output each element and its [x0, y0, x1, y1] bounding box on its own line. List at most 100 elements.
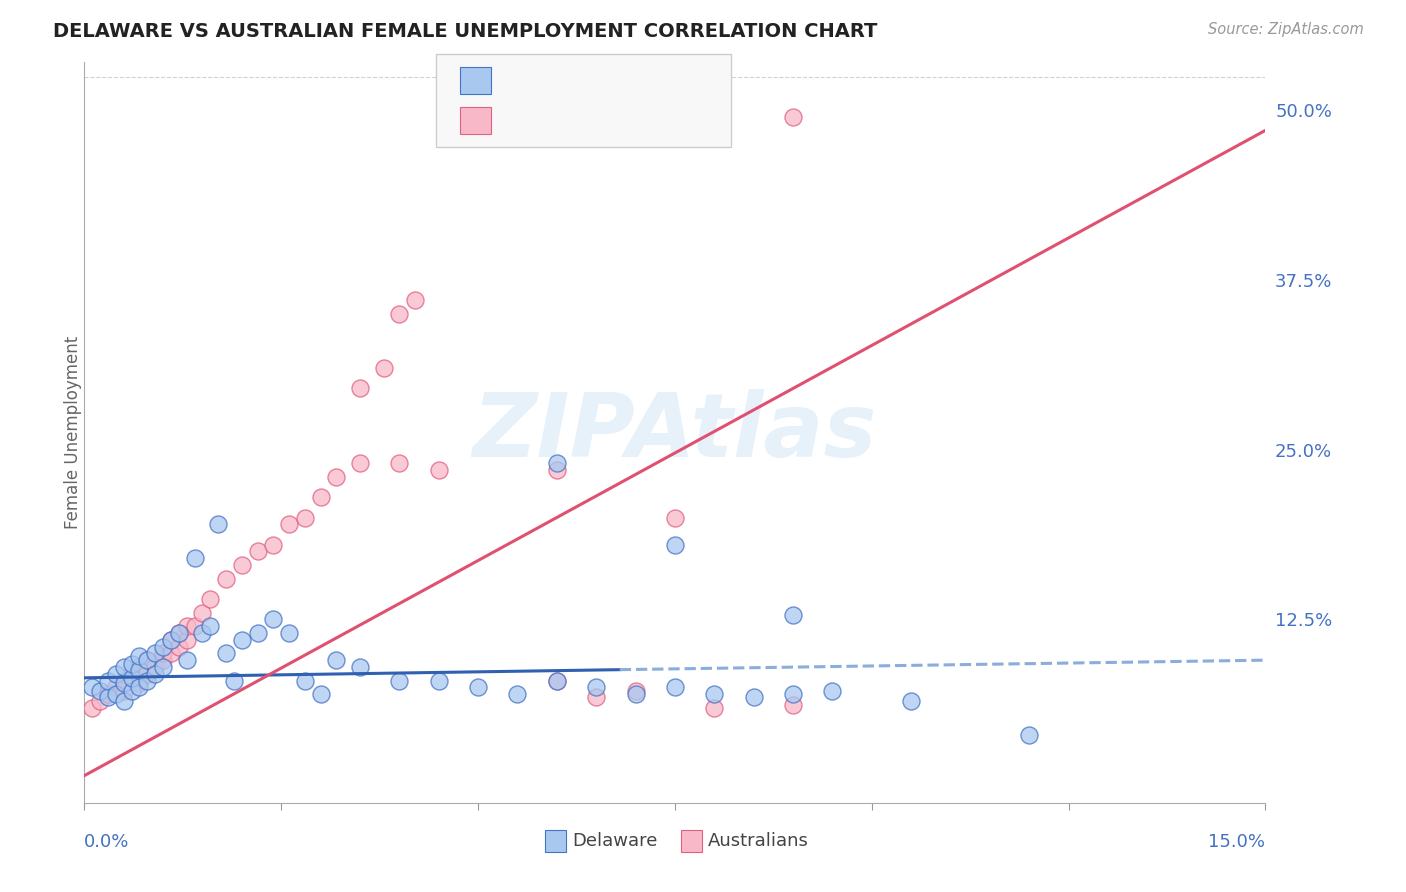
- Point: [294, 510, 316, 524]
- Point: [546, 463, 568, 477]
- Point: [112, 684, 135, 698]
- Point: [278, 626, 301, 640]
- Point: [160, 646, 183, 660]
- Text: 0.0%: 0.0%: [84, 833, 129, 851]
- Point: [585, 681, 607, 695]
- Point: [128, 681, 150, 695]
- Point: [215, 646, 238, 660]
- Point: [200, 619, 222, 633]
- Point: [89, 694, 111, 708]
- Point: [191, 626, 214, 640]
- Point: [121, 666, 143, 681]
- Point: [112, 676, 135, 690]
- Point: [112, 673, 135, 688]
- Point: [703, 700, 725, 714]
- Point: [624, 687, 647, 701]
- Point: [152, 660, 174, 674]
- Text: R =: R =: [505, 107, 550, 125]
- Point: [82, 700, 104, 714]
- Point: [136, 653, 159, 667]
- Point: [176, 632, 198, 647]
- Point: [167, 626, 190, 640]
- Point: [143, 646, 166, 660]
- Point: [782, 110, 804, 124]
- Point: [404, 293, 426, 308]
- Point: [112, 660, 135, 674]
- Point: [136, 666, 159, 681]
- Text: N =: N =: [610, 107, 662, 125]
- Point: [546, 673, 568, 688]
- Point: [546, 673, 568, 688]
- Text: R =: R =: [505, 67, 544, 85]
- Point: [373, 361, 395, 376]
- Point: [325, 469, 347, 483]
- Point: [246, 626, 269, 640]
- Point: [664, 538, 686, 552]
- Point: [136, 673, 159, 688]
- Point: [222, 673, 245, 688]
- Point: [624, 684, 647, 698]
- Point: [160, 632, 183, 647]
- Point: [506, 687, 529, 701]
- Point: [388, 307, 411, 321]
- Point: [467, 681, 489, 695]
- Point: [742, 690, 765, 704]
- Point: [121, 684, 143, 698]
- Text: ZIPAtlas: ZIPAtlas: [472, 389, 877, 476]
- Text: 55: 55: [659, 67, 685, 85]
- Point: [183, 619, 205, 633]
- Point: [427, 463, 450, 477]
- Point: [349, 456, 371, 470]
- Point: [703, 687, 725, 701]
- Point: [278, 517, 301, 532]
- Point: [112, 694, 135, 708]
- Point: [176, 619, 198, 633]
- Point: [82, 681, 104, 695]
- Point: [167, 640, 190, 654]
- Point: [388, 673, 411, 688]
- Point: [104, 681, 127, 695]
- Text: Source: ZipAtlas.com: Source: ZipAtlas.com: [1208, 22, 1364, 37]
- Point: [176, 653, 198, 667]
- Point: [183, 551, 205, 566]
- Point: [152, 640, 174, 654]
- Point: [262, 538, 284, 552]
- Point: [349, 382, 371, 396]
- Point: [143, 660, 166, 674]
- Point: [349, 660, 371, 674]
- Point: [104, 666, 127, 681]
- Text: Delaware: Delaware: [572, 832, 658, 850]
- Point: [294, 673, 316, 688]
- FancyBboxPatch shape: [681, 830, 702, 853]
- Point: [152, 653, 174, 667]
- Point: [246, 544, 269, 558]
- Point: [207, 517, 229, 532]
- Point: [143, 666, 166, 681]
- Text: 0.038: 0.038: [550, 67, 607, 85]
- Point: [97, 673, 120, 688]
- Point: [585, 690, 607, 704]
- Point: [128, 660, 150, 674]
- Point: [128, 663, 150, 677]
- Point: [97, 687, 120, 701]
- Point: [152, 646, 174, 660]
- Point: [900, 694, 922, 708]
- Point: [262, 612, 284, 626]
- Text: 15.0%: 15.0%: [1208, 833, 1265, 851]
- Point: [782, 687, 804, 701]
- Point: [167, 626, 190, 640]
- Point: [427, 673, 450, 688]
- Point: [664, 681, 686, 695]
- Text: DELAWARE VS AUSTRALIAN FEMALE UNEMPLOYMENT CORRELATION CHART: DELAWARE VS AUSTRALIAN FEMALE UNEMPLOYME…: [53, 22, 877, 41]
- Point: [104, 687, 127, 701]
- Point: [121, 657, 143, 672]
- Point: [664, 510, 686, 524]
- Text: Australians: Australians: [709, 832, 808, 850]
- Point: [136, 653, 159, 667]
- Point: [546, 456, 568, 470]
- Point: [782, 698, 804, 712]
- Point: [325, 653, 347, 667]
- Point: [1018, 728, 1040, 742]
- Point: [309, 490, 332, 504]
- Point: [160, 632, 183, 647]
